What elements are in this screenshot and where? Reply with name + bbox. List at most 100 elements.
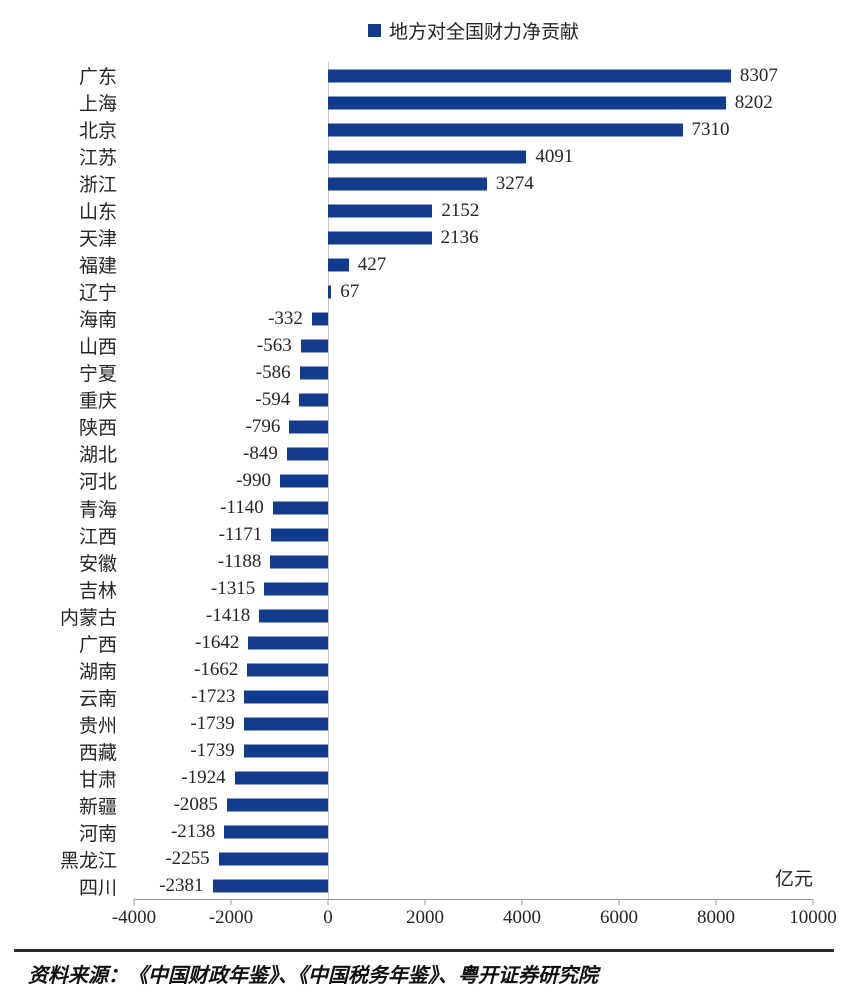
bar-row: -586 xyxy=(134,359,813,386)
value-label: -1723 xyxy=(191,685,236,707)
bar-row: -1739 xyxy=(134,737,813,764)
value-label: -1924 xyxy=(181,766,226,788)
bar xyxy=(272,501,328,514)
bar-row: 2152 xyxy=(134,197,813,224)
category-label: 山西 xyxy=(78,337,117,359)
bar xyxy=(264,582,328,595)
value-label: -2381 xyxy=(159,874,204,896)
category-label: 西藏 xyxy=(78,742,117,764)
bar-row: -332 xyxy=(134,305,813,332)
category-label: 福建 xyxy=(78,256,117,278)
category-label: 上海 xyxy=(78,94,117,116)
bar xyxy=(311,312,328,325)
legend-marker-icon xyxy=(367,24,381,37)
bar xyxy=(218,852,328,865)
bar xyxy=(299,393,328,406)
divider xyxy=(14,949,834,952)
legend: 地方对全国财力净贡献 xyxy=(134,17,813,44)
x-tick xyxy=(327,899,329,905)
bar xyxy=(243,744,328,757)
value-label: 4091 xyxy=(535,145,574,167)
bar-row: -1723 xyxy=(134,683,813,710)
bar xyxy=(328,231,432,244)
category-label: 湖南 xyxy=(78,661,117,683)
bar xyxy=(271,528,328,541)
category-label: 辽宁 xyxy=(78,283,117,305)
x-tick xyxy=(521,899,523,905)
value-label: -2085 xyxy=(173,793,218,815)
x-tick-label: 10000 xyxy=(789,907,837,928)
bar-row: -563 xyxy=(134,332,813,359)
x-tick-label: 6000 xyxy=(600,907,638,928)
bar xyxy=(248,636,328,649)
category-label: 湖北 xyxy=(78,445,117,467)
value-label: -849 xyxy=(243,442,278,464)
value-label: 427 xyxy=(357,253,387,275)
bar xyxy=(243,717,328,730)
bar-row: -2381 xyxy=(134,872,813,899)
category-label: 吉林 xyxy=(78,580,117,602)
bar-row: -1188 xyxy=(134,548,813,575)
value-label: -2138 xyxy=(170,820,216,842)
category-label: 江苏 xyxy=(78,148,117,170)
bar-row: -1315 xyxy=(134,575,813,602)
x-tick xyxy=(812,899,814,905)
bar-row: -1662 xyxy=(134,656,813,683)
bar xyxy=(270,555,328,568)
category-label: 广西 xyxy=(78,634,117,656)
value-label: -332 xyxy=(268,307,303,329)
value-label: -563 xyxy=(256,334,292,356)
category-label: 海南 xyxy=(78,310,117,332)
bar xyxy=(224,825,328,838)
value-label: -1642 xyxy=(195,631,240,653)
bar-row: 2136 xyxy=(134,224,813,251)
bar-row: -2255 xyxy=(134,845,813,872)
bar xyxy=(328,177,487,190)
category-label: 云南 xyxy=(78,688,117,710)
value-label: -1140 xyxy=(220,496,264,518)
category-label: 甘肃 xyxy=(78,769,117,791)
bar xyxy=(247,663,328,676)
value-label: -1739 xyxy=(190,712,235,734)
category-label: 青海 xyxy=(78,499,117,521)
bar-row: 4091 xyxy=(134,143,813,170)
bar-row: -1418 xyxy=(134,602,813,629)
category-label: 河南 xyxy=(78,823,117,845)
x-tick xyxy=(715,899,717,905)
value-label: -1315 xyxy=(210,577,256,599)
x-tick-label: 8000 xyxy=(697,907,735,928)
bar xyxy=(244,690,328,703)
bar-row: -990 xyxy=(134,467,813,494)
bar xyxy=(234,771,328,784)
category-label: 贵州 xyxy=(78,715,117,737)
bar-row: 427 xyxy=(134,251,813,278)
bar-row: 3274 xyxy=(134,170,813,197)
bar xyxy=(328,123,683,136)
value-label: -1739 xyxy=(190,739,235,761)
bar xyxy=(226,798,328,811)
bar-row: -2085 xyxy=(134,791,813,818)
x-tick xyxy=(230,899,232,905)
bar xyxy=(259,609,328,622)
value-label: -1188 xyxy=(217,550,262,572)
category-label: 天津 xyxy=(78,229,117,251)
value-label: 8202 xyxy=(734,91,773,113)
bar-row: 7310 xyxy=(134,116,813,143)
bar xyxy=(279,474,328,487)
value-label: 67 xyxy=(340,280,360,302)
value-label: 7310 xyxy=(691,118,730,140)
bar-row: -1642 xyxy=(134,629,813,656)
legend-label: 地方对全国财力净贡献 xyxy=(388,22,579,43)
value-label: -796 xyxy=(245,415,281,437)
bar xyxy=(289,420,328,433)
bar xyxy=(300,339,328,352)
value-label: -1662 xyxy=(194,658,239,680)
bar-row: -1924 xyxy=(134,764,813,791)
category-label: 广东 xyxy=(78,67,117,89)
value-label: -586 xyxy=(255,361,291,383)
zero-axis-line xyxy=(328,62,329,899)
category-label: 浙江 xyxy=(78,175,117,197)
bar-row: -1739 xyxy=(134,710,813,737)
bar xyxy=(328,69,731,82)
